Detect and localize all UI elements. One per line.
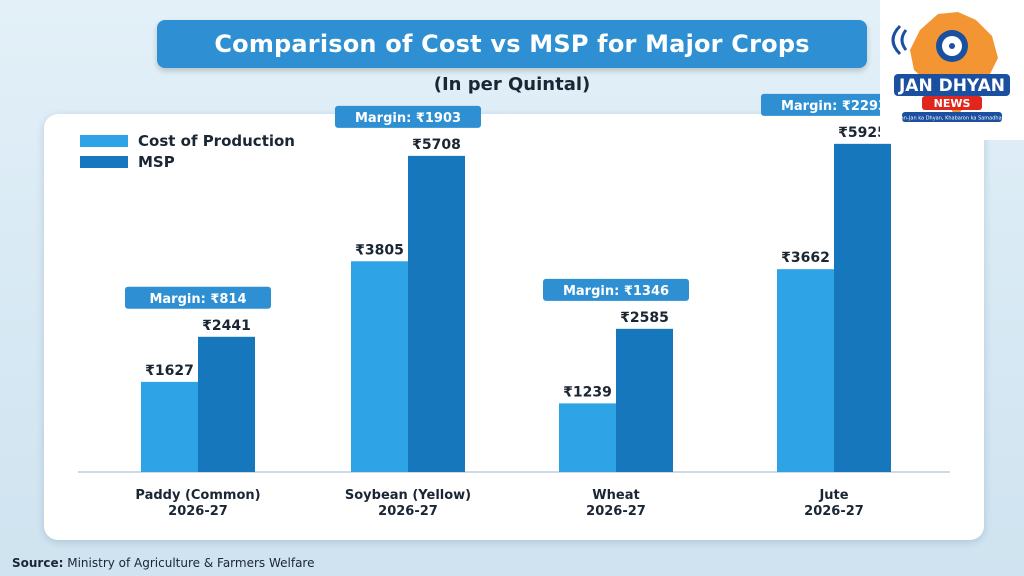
category-label: Soybean (Yellow) <box>345 488 471 503</box>
margin-badge <box>335 105 481 128</box>
category-year-label: 2026-27 <box>168 504 228 519</box>
legend-label-cost: Cost of Production <box>138 132 295 150</box>
data-label-msp: ₹2441 <box>202 318 251 334</box>
data-label-msp: ₹2585 <box>620 310 669 326</box>
category-label: Wheat <box>592 488 639 503</box>
data-label-cost: ₹1627 <box>145 363 194 379</box>
data-label-msp: ₹5925 <box>838 125 887 141</box>
bar-msp <box>198 336 255 472</box>
bar-cost <box>777 269 834 472</box>
category-label: Jute <box>818 488 848 503</box>
title-bar: Comparison of Cost vs MSP for Major Crop… <box>157 20 867 68</box>
legend-label-msp: MSP <box>138 153 175 171</box>
chart-subtitle: (In per Quintal) <box>433 74 591 95</box>
microphone-icon <box>891 24 908 56</box>
source-text: Ministry of Agriculture & Farmers Welfar… <box>67 556 315 570</box>
margin-badge-label: Margin: ₹814 <box>149 292 246 307</box>
chart-title: Comparison of Cost vs MSP for Major Crop… <box>214 30 810 58</box>
margin-badge <box>761 93 907 116</box>
bar-cost <box>141 381 198 472</box>
margin-badge-label: Margin: ₹1346 <box>563 284 669 299</box>
legend-swatch-msp <box>80 156 128 168</box>
margin-badge <box>543 278 689 301</box>
logo: JAN DHYAN NEWS Jan-Jan ka Dhyan, Khabaro… <box>880 0 1024 140</box>
data-label-cost: ₹3662 <box>781 250 830 266</box>
bar-msp <box>616 328 673 472</box>
category-year-label: 2026-27 <box>378 504 438 519</box>
logo-brand-line1: JAN DHYAN <box>898 76 1005 96</box>
source-note: Source: Ministry of Agriculture & Farmer… <box>12 556 315 570</box>
data-label-cost: ₹1239 <box>563 384 612 400</box>
bar-msp <box>834 143 891 472</box>
bar-cost <box>559 403 616 472</box>
margin-badge-label: Margin: ₹2293 <box>781 99 887 114</box>
bar-cost <box>351 261 408 472</box>
category-label: Paddy (Common) <box>135 488 260 503</box>
margin-badge <box>125 286 271 309</box>
legend-swatch-cost <box>80 135 128 147</box>
logo-tagline: Jan-Jan ka Dhyan, Khabaron ka Samadhan <box>898 116 1005 122</box>
data-label-msp: ₹5708 <box>412 137 461 153</box>
category-year-label: 2026-27 <box>804 504 864 519</box>
source-label: Source: <box>12 556 64 570</box>
logo-brand-line2: NEWS <box>934 97 971 110</box>
data-label-cost: ₹3805 <box>355 242 404 258</box>
bar-msp <box>408 155 465 472</box>
category-year-label: 2026-27 <box>586 504 646 519</box>
margin-badge-label: Margin: ₹1903 <box>355 111 461 126</box>
